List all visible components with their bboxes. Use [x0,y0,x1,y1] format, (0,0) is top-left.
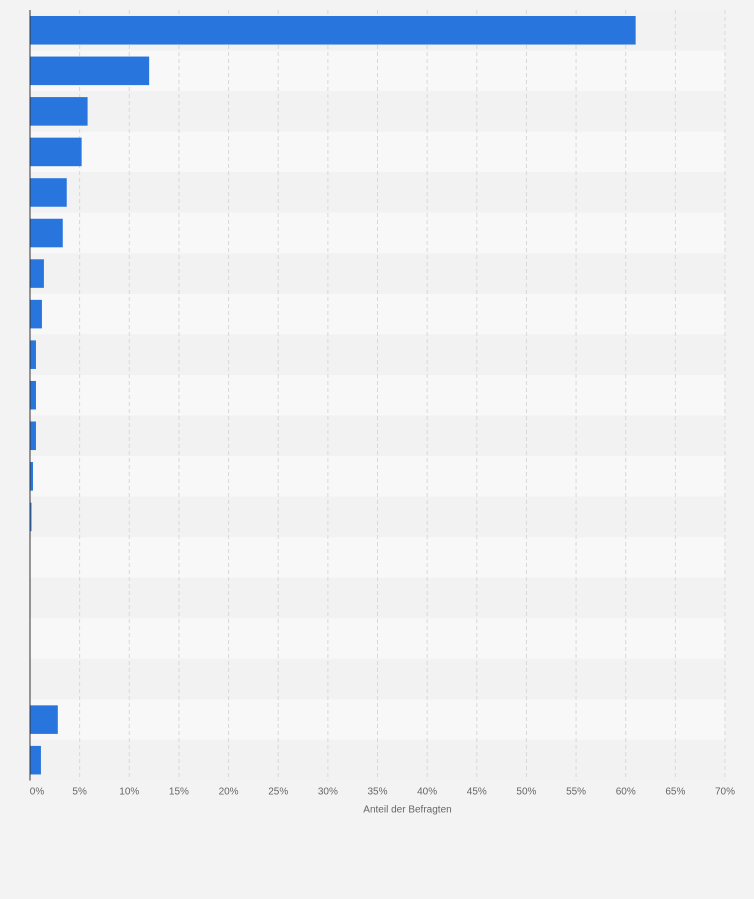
bar[interactable] [30,705,58,734]
bar[interactable] [30,380,36,410]
bar[interactable] [30,340,36,369]
x-tick-label: 15% [169,786,189,797]
x-tick-label: 60% [616,786,636,797]
row-band [30,212,725,254]
bar[interactable] [30,462,33,491]
bars [30,16,636,775]
gridlines [79,10,726,781]
x-tick-label: 10% [119,786,139,797]
x-tick-label: 5% [72,786,87,797]
x-axis-title: Anteil der Befragten [363,804,451,815]
bar[interactable] [30,218,63,248]
bar[interactable] [30,421,36,451]
x-tick-label: 55% [566,786,586,797]
bar[interactable] [30,178,67,207]
x-tick-label: 25% [268,786,288,797]
bar[interactable] [30,502,32,532]
x-tick-label: 50% [516,786,536,797]
bar[interactable] [30,299,42,329]
bar[interactable] [30,56,150,86]
bar[interactable] [30,745,41,775]
x-tick-label: 65% [665,786,685,797]
x-tick-label: 70% [715,786,735,797]
x-tick-label: 40% [417,786,437,797]
x-tick-label: 30% [318,786,338,797]
x-tick-label: 20% [219,786,239,797]
row-band [30,456,725,497]
row-band [30,618,725,659]
bar[interactable] [30,137,82,167]
row-band [30,253,725,294]
x-tick-label: 35% [367,786,387,797]
row-band [30,415,725,457]
bar[interactable] [30,259,44,288]
x-tick-label: 0% [30,786,45,797]
x-tick-label: 45% [467,786,487,797]
bar[interactable] [30,97,88,126]
bar[interactable] [30,16,636,45]
x-tick-labels: 0% 5% 10% 15% 20% 25% 30% 35% 40% 45% 50% 55% 60% 65%… [30,786,735,797]
